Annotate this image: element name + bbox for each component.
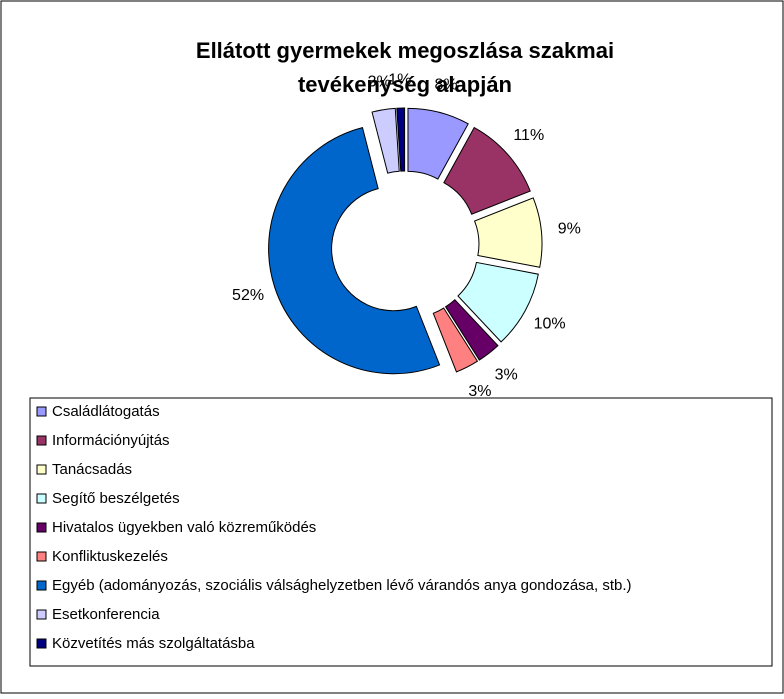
legend-label: Családlátogatás	[52, 403, 160, 420]
donut-segment	[473, 197, 543, 268]
donut-segment	[371, 107, 400, 174]
legend-swatch	[36, 551, 47, 562]
legend-swatch	[36, 522, 47, 533]
donut-segment	[443, 126, 531, 215]
legend-label: Hivatalos ügyekben való közreműködés	[52, 519, 316, 536]
legend-label: Egyéb (adományozás, szociális válsághely…	[52, 577, 632, 594]
legend-label: Konfliktuskezelés	[52, 548, 168, 565]
chart-title: tevékenység alapján	[298, 72, 512, 97]
donut-segment	[407, 107, 469, 180]
chart-title: Ellátott gyermekek megoszlása szakmai	[196, 38, 614, 63]
legend-swatch	[36, 638, 47, 649]
legend-label: Közvetítés más szolgáltatásba	[52, 635, 255, 652]
data-label: 11%	[513, 127, 544, 144]
legend-box	[29, 397, 773, 667]
legend-swatch	[36, 435, 47, 446]
data-label: 3%	[368, 73, 391, 90]
legend-swatch	[36, 464, 47, 475]
donut-segment	[432, 307, 479, 373]
donut-segment	[268, 127, 441, 375]
donut-segment	[396, 107, 406, 172]
data-label: 1%	[388, 71, 411, 88]
data-label: 10%	[534, 316, 566, 333]
data-label: 3%	[468, 383, 491, 400]
legend-label: Segítő beszélgetés	[52, 490, 180, 507]
data-label: 9%	[558, 221, 581, 238]
legend-swatch	[36, 609, 47, 620]
legend-label: Tanácsadás	[52, 461, 132, 478]
data-label: 52%	[232, 287, 264, 304]
legend-swatch	[36, 580, 47, 591]
legend-label: Esetkonferencia	[52, 606, 160, 623]
data-label: 3%	[495, 367, 518, 384]
legend-swatch	[36, 493, 47, 504]
legend-swatch	[36, 406, 47, 417]
data-label: 8%	[434, 76, 457, 93]
donut-segment	[457, 261, 539, 343]
legend-label: Információnyújtás	[52, 432, 170, 449]
donut-segment	[444, 298, 499, 361]
